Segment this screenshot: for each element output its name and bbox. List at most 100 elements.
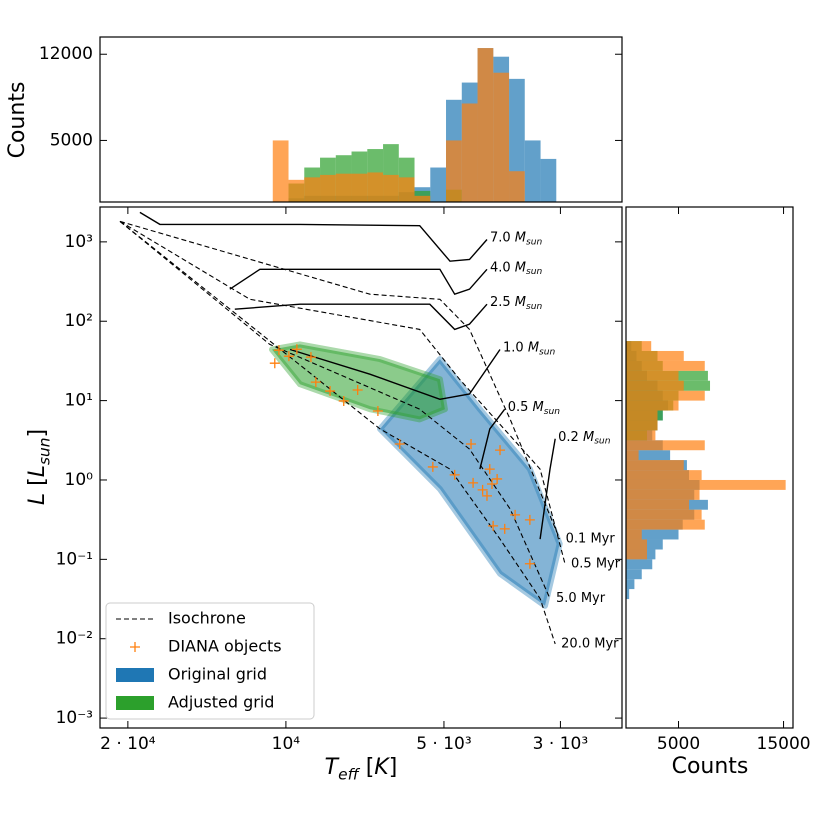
- x-axis-label-part: ]: [389, 755, 398, 780]
- isochrone: [119, 220, 551, 599]
- axes: 2 · 10⁴ 10⁴ 5 · 10³ 3 · 10³ 10⁻³ 10⁻² 10⁻¹ 10⁰ 1…: [5, 44, 811, 783]
- track-label: 7.0 Msun: [490, 230, 543, 247]
- diana-object: [372, 405, 383, 416]
- top-histogram: [272, 48, 557, 202]
- y-tick-label: 5000: [50, 130, 93, 150]
- histogram-bar: [626, 569, 642, 580]
- histogram-bar: [367, 172, 384, 202]
- track-label-part: M: [515, 230, 526, 245]
- legend-label: Adjusted grid: [168, 693, 274, 712]
- grid-region: [269, 341, 448, 423]
- track-label-part: 2.5: [490, 295, 515, 310]
- histogram-bar: [626, 450, 671, 461]
- isochrone: [119, 220, 561, 540]
- histogram-bar: [626, 519, 705, 530]
- histogram-bar: [383, 174, 399, 202]
- x-tick-label: 2 · 10⁴: [100, 734, 156, 754]
- track-label-part: M: [515, 260, 526, 275]
- histogram-bar: [626, 450, 639, 461]
- track-label-part: sun: [539, 347, 556, 357]
- histogram-bar: [288, 179, 305, 202]
- diana-object: [310, 377, 321, 388]
- x-tick-label: 15000: [757, 734, 811, 754]
- histogram-bar: [626, 360, 705, 371]
- histogram-bar: [446, 140, 462, 202]
- track-label-part: sun: [526, 302, 543, 312]
- histogram-bar: [626, 470, 702, 480]
- x-tick-label: 5000: [657, 734, 700, 754]
- legend-handle: [116, 696, 154, 710]
- right-histogram: [626, 341, 786, 600]
- diana-object: [468, 477, 479, 488]
- y-axis-label: L [Lsun]: [25, 429, 53, 505]
- histogram-bar: [626, 489, 700, 500]
- histogram-bar: [335, 173, 352, 202]
- histogram-bar: [304, 177, 321, 202]
- track-label-part: 0.2: [558, 429, 583, 444]
- isochrone: [119, 220, 556, 645]
- y-tick-label: 10⁻³: [56, 708, 93, 728]
- histogram-bar: [626, 370, 679, 381]
- histogram-bar: [430, 167, 447, 202]
- track-label-part: 7.0: [490, 230, 515, 245]
- diana-object: [495, 445, 506, 456]
- x-axis-label-part: T: [325, 755, 340, 780]
- y-tick-label: 10¹: [65, 391, 93, 411]
- histogram-bar: [626, 589, 630, 600]
- histogram-bar: [626, 410, 658, 421]
- y-axis-label: Counts: [5, 82, 30, 159]
- histogram-bar: [398, 177, 415, 202]
- histogram-bar: [626, 390, 705, 401]
- diana-object: [524, 558, 535, 569]
- histogram-bar: [626, 420, 658, 431]
- track-label-part: sun: [526, 237, 543, 247]
- mass-track: [234, 303, 488, 331]
- histogram-bar: [414, 195, 431, 202]
- histogram-bar: [626, 529, 679, 540]
- isochrone-label: 20.0 Myr: [561, 636, 619, 651]
- track-label-part: 1.0: [503, 340, 528, 355]
- mass-track: [479, 408, 506, 470]
- track-label-part: M: [515, 295, 526, 310]
- diana-object: [510, 509, 521, 520]
- diana-object: [338, 395, 349, 406]
- diana-object: [524, 514, 535, 525]
- isochrone-label: 5.0 Myr: [556, 591, 606, 606]
- diana-object: [269, 358, 280, 369]
- histogram-bar: [626, 509, 702, 520]
- track-label-part: 4.0: [490, 260, 515, 275]
- diana-object: [352, 385, 363, 396]
- y-axis-label-part: [: [25, 477, 50, 493]
- diana-object: [481, 490, 492, 501]
- histogram-bar: [626, 559, 653, 570]
- legend-label: Original grid: [168, 665, 267, 684]
- histogram-bar: [626, 440, 705, 451]
- x-tick-label: 10⁴: [272, 734, 301, 754]
- histogram-bar: [540, 158, 557, 202]
- legend: Isochrone DIANA objects Original grid Adjus…: [105, 602, 315, 720]
- legend-label: DIANA objects: [168, 637, 282, 656]
- y-tick-label: 10⁻¹: [56, 549, 93, 569]
- x-axis-label: Counts: [672, 754, 749, 779]
- mass-track: [539, 438, 556, 540]
- mass-track: [139, 211, 488, 262]
- diana-object: [325, 386, 336, 397]
- histogram-bar: [509, 171, 525, 202]
- x-axis-label-part: [: [359, 755, 375, 780]
- y-axis-label-part: sun: [35, 437, 53, 465]
- histogram-bar: [493, 72, 510, 202]
- histogram-bar: [626, 380, 684, 391]
- y-axis-label-part: ]: [25, 429, 50, 438]
- track-label-part: sun: [526, 267, 543, 277]
- histogram-bar: [351, 173, 368, 202]
- diana-object: [273, 345, 284, 356]
- top-frame: [99, 36, 623, 203]
- y-tick-label: 10²: [65, 311, 93, 331]
- x-tick-label: 5 · 10³: [416, 734, 471, 754]
- histogram-bar: [626, 529, 642, 540]
- y-tick-label: 12000: [39, 44, 93, 64]
- track-label-part: M: [583, 429, 594, 444]
- histogram-bar: [477, 48, 494, 202]
